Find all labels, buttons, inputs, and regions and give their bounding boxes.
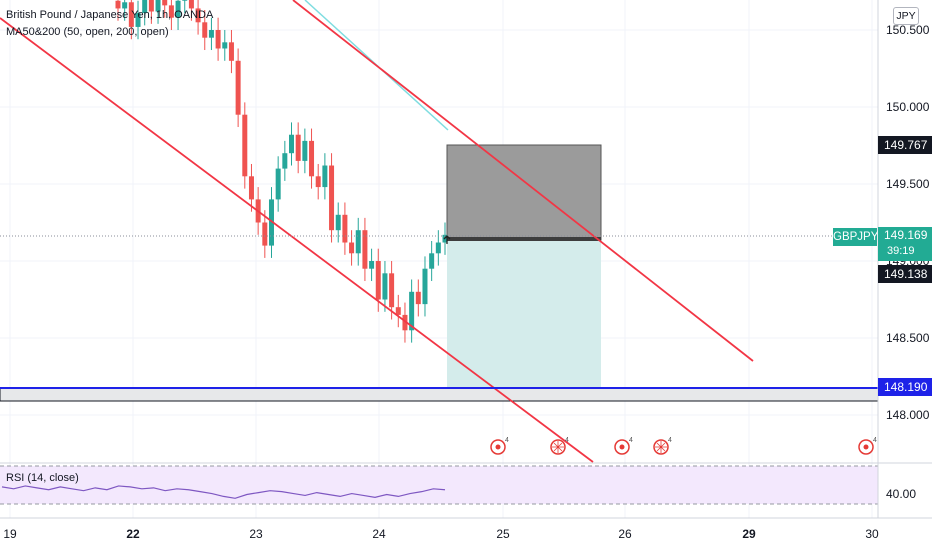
x-tick-label: 23 [249, 527, 263, 541]
candle [235, 60, 241, 115]
candle [115, 0, 121, 9]
channel-upper-line[interactable] [292, 0, 754, 362]
candle [208, 30, 214, 38]
stop-zone[interactable] [446, 144, 602, 241]
candle [349, 242, 355, 254]
x-tick-label: 26 [618, 527, 632, 541]
candle [422, 268, 428, 305]
candle [215, 30, 221, 49]
candle [228, 42, 234, 61]
candle [275, 168, 281, 200]
candle [162, 0, 168, 6]
symbol-tag: GBPJPY [833, 228, 878, 246]
x-tick-label: 30 [865, 527, 879, 541]
candle [282, 153, 288, 169]
candle [128, 2, 134, 27]
event-marker-icon[interactable]: 4 [490, 437, 509, 455]
currency-button[interactable]: JPY [893, 7, 919, 25]
candle [202, 22, 208, 38]
event-marker-icon[interactable]: 4 [614, 437, 633, 455]
candle [302, 140, 308, 161]
candles-layer [115, 0, 448, 343]
candle [329, 165, 335, 231]
event-marker-icon[interactable]: 4 [550, 437, 569, 455]
candle [222, 42, 228, 49]
candle [342, 214, 348, 243]
candle [335, 214, 341, 231]
svg-text:4: 4 [505, 437, 509, 444]
candle [382, 273, 388, 300]
candle [195, 8, 201, 23]
candle [309, 140, 315, 177]
support-zone[interactable] [0, 387, 879, 402]
x-tick-label: 19 [3, 527, 17, 541]
candle [395, 307, 401, 315]
candle [135, 13, 141, 27]
candle [402, 314, 408, 331]
indicator-legend[interactable]: MA50&200 (50, open, 200, open) [6, 26, 169, 38]
rsi-level-label: 40.00 [886, 487, 916, 501]
rsi-legend[interactable]: RSI (14, close) [6, 472, 79, 484]
candle [435, 242, 441, 254]
stop-level-tag: 149.767 [878, 136, 932, 154]
candle [429, 253, 435, 269]
y-tick-label: 150.500 [886, 23, 930, 37]
candle [175, 0, 181, 18]
rsi-line [1, 485, 446, 499]
candle [182, 0, 188, 1]
candle [315, 176, 321, 188]
candle [355, 230, 361, 254]
candle [122, 2, 128, 9]
x-tick-label: 24 [372, 527, 386, 541]
y-tick-label: 148.500 [886, 331, 930, 345]
candle [295, 134, 301, 161]
candle [155, 0, 161, 12]
candle [262, 222, 268, 246]
entry-line [447, 237, 601, 241]
chart-title: British Pound / Japanese Yen, 1h, OANDA [6, 9, 214, 21]
candle [142, 0, 148, 14]
candle [242, 114, 248, 177]
candle [168, 5, 174, 18]
entry-arrow-icon [443, 235, 451, 244]
candle [415, 291, 421, 305]
x-tick-label: 29 [742, 527, 756, 541]
y-tick-label: 149.500 [886, 177, 930, 191]
candle [409, 291, 415, 331]
y-tick-label: 150.000 [886, 100, 930, 114]
event-marker-icon[interactable]: 4 [858, 437, 877, 455]
candle [289, 134, 295, 154]
candle [369, 261, 375, 269]
rsi-band [0, 466, 878, 504]
grid [0, 0, 878, 518]
candle [362, 230, 368, 269]
x-tick-label: 22 [126, 527, 140, 541]
candle [322, 165, 328, 188]
time-axis[interactable]: 19 22 23 24 25 26 29 30 [3, 527, 879, 541]
candle [188, 0, 194, 9]
support-level-tag: 148.190 [878, 378, 932, 396]
price-axis[interactable]: 148.000148.500149.000149.500150.000150.5… [886, 23, 930, 422]
svg-text:4: 4 [629, 437, 633, 444]
svg-text:4: 4 [565, 437, 569, 444]
event-markers: 4 4 4 4 4 [490, 437, 877, 455]
entry-level-tag: 149.138 [878, 265, 932, 283]
y-tick-label: 148.000 [886, 408, 930, 422]
svg-text:4: 4 [873, 437, 877, 444]
target-zone[interactable] [447, 240, 601, 388]
svg-text:4: 4 [668, 437, 672, 444]
candle [389, 273, 395, 308]
candle [268, 199, 274, 246]
event-marker-icon[interactable]: 4 [653, 437, 672, 455]
bar-countdown: 39:19 [887, 245, 915, 257]
current-price: 149.169 [884, 228, 928, 242]
candle [375, 261, 381, 300]
current-price-tag: 149.169 39:19 [878, 227, 932, 261]
candle [248, 176, 254, 200]
candle [148, 0, 154, 12]
x-tick-label: 25 [496, 527, 510, 541]
